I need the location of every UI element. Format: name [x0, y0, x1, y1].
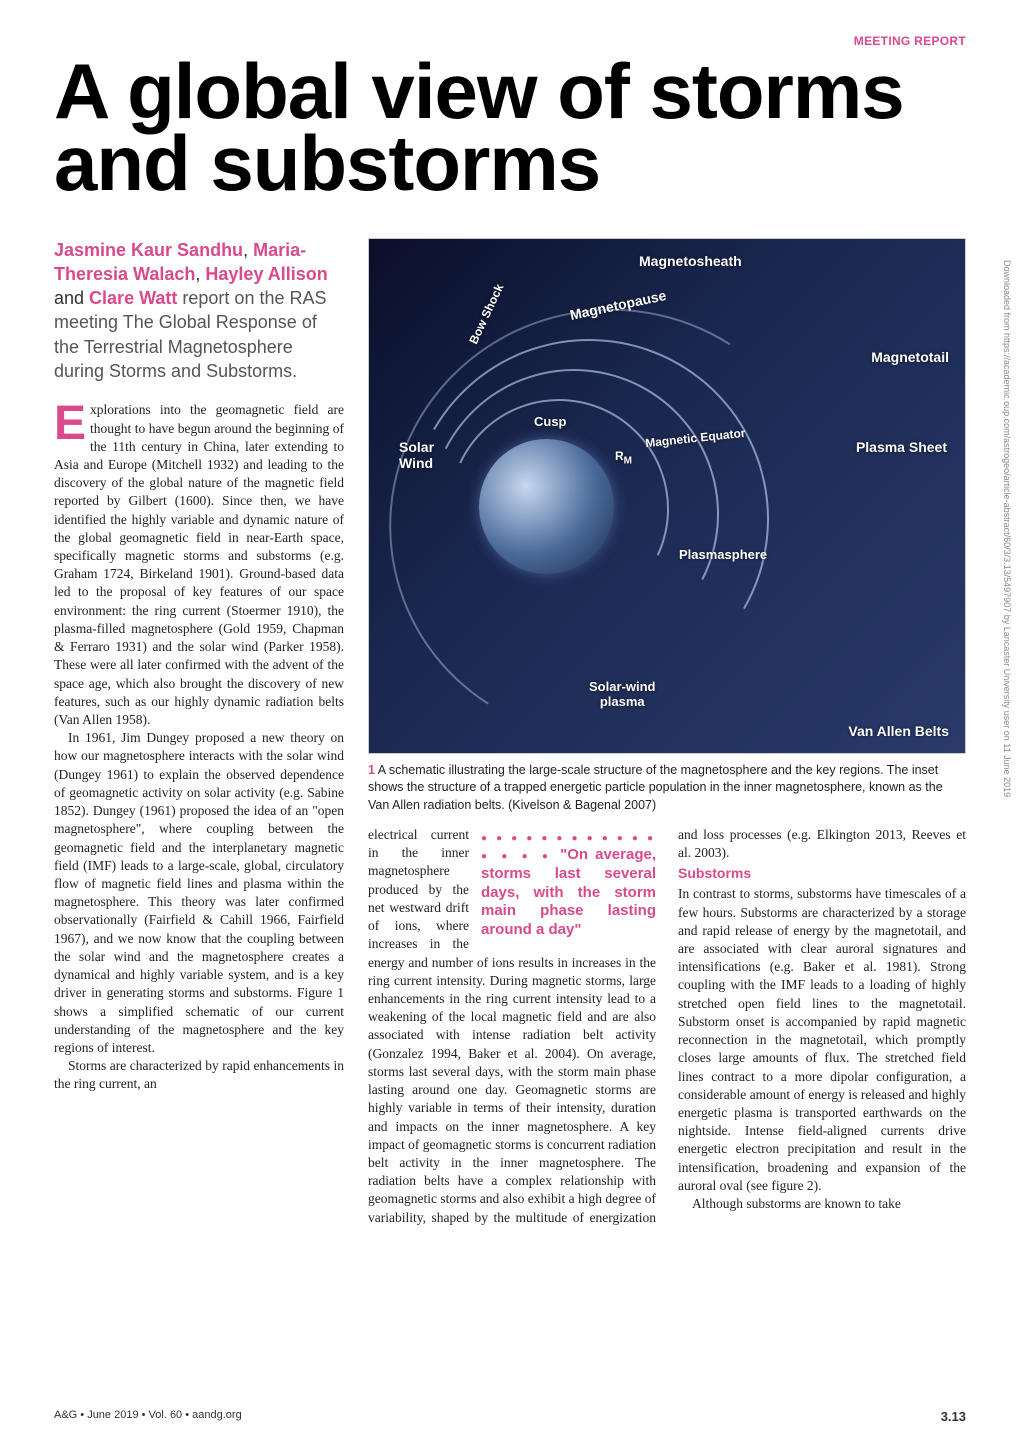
footer-left: A&G • June 2019 • Vol. 60 • aandg.org: [54, 1409, 242, 1424]
label-rm: RM: [615, 449, 632, 466]
right-column: Magnetosheath Magnetopause Bow Shock Mag…: [368, 238, 966, 1227]
author-3: Hayley Allison: [205, 264, 327, 284]
intro-text: xplorations into the geomagnetic field a…: [54, 402, 344, 727]
left-para-1: In 1961, Jim Dungey proposed a new theor…: [54, 729, 344, 1057]
page: MEETING REPORT A global view of storms a…: [0, 0, 1020, 1442]
page-footer: A&G • June 2019 • Vol. 60 • aandg.org 3.…: [54, 1409, 966, 1424]
section-label: MEETING REPORT: [54, 34, 966, 48]
label-magnetotail: Magnetotail: [871, 349, 949, 365]
sep: ,: [243, 240, 253, 260]
section-substorms-heading: Substorms: [678, 864, 966, 883]
figure-1-caption: 1 A schematic illustrating the large-sca…: [368, 762, 966, 815]
body-para-3: Although substorms are known to take: [678, 1195, 966, 1213]
byline: Jasmine Kaur Sandhu, Maria-Theresia Wala…: [54, 238, 344, 384]
label-plasmasphere: Plasmasphere: [679, 547, 767, 562]
content-grid: Jasmine Kaur Sandhu, Maria-Theresia Wala…: [54, 238, 966, 1227]
left-column: Jasmine Kaur Sandhu, Maria-Theresia Wala…: [54, 238, 344, 1227]
dropcap: E: [54, 401, 90, 443]
label-cusp: Cusp: [534, 414, 567, 429]
article-body-two-col: ● ● ● ● ● ● ● ● ● ● ● ● ● ● ● ● "On aver…: [368, 826, 966, 1227]
sep: and: [54, 288, 89, 308]
label-solar-wind-plasma: Solar-windplasma: [589, 679, 655, 709]
label-magnetosheath: Magnetosheath: [639, 253, 742, 269]
caption-text: A schematic illustrating the large-scale…: [368, 763, 943, 812]
label-plasma-sheet: Plasma Sheet: [856, 439, 947, 455]
label-van-allen: Van Allen Belts: [848, 723, 949, 739]
page-number: 3.13: [941, 1409, 966, 1424]
left-para-2: Storms are characterized by rapid enhanc…: [54, 1057, 344, 1093]
author-4: Clare Watt: [89, 288, 177, 308]
sep: ,: [195, 264, 205, 284]
figure-1: Magnetosheath Magnetopause Bow Shock Mag…: [368, 238, 966, 815]
label-bow-shock: Bow Shock: [466, 281, 506, 346]
label-solar-wind: SolarWind: [399, 439, 434, 471]
figure-1-image: Magnetosheath Magnetopause Bow Shock Mag…: [368, 238, 966, 754]
pullquote-container: ● ● ● ● ● ● ● ● ● ● ● ● ● ● ● ● "On aver…: [481, 828, 656, 940]
body-para-2: In contrast to storms, substorms have ti…: [678, 885, 966, 1195]
author-1: Jasmine Kaur Sandhu: [54, 240, 243, 260]
download-watermark: Downloaded from https://academic.oup.com…: [1002, 260, 1012, 797]
figure-number: 1: [368, 763, 375, 777]
intro-paragraph: Explorations into the geomagnetic field …: [54, 401, 344, 729]
article-title: A global view of storms and substorms: [54, 56, 966, 200]
